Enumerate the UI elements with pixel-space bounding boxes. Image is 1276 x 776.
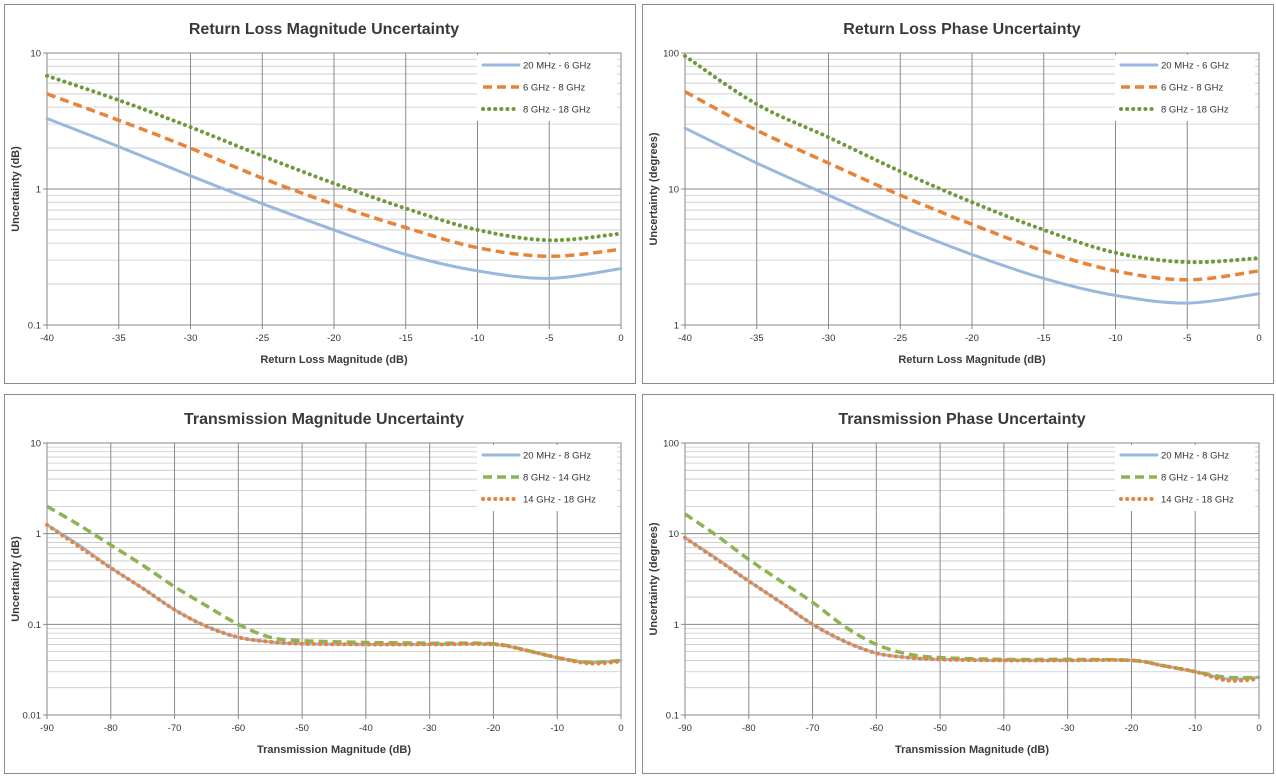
x-tick-label: -30 <box>822 333 836 344</box>
plot-area-border <box>46 52 622 326</box>
legend-label-3: 8 GHz - 18 GHz <box>1161 105 1229 116</box>
x-tick-label: -10 <box>1109 333 1123 344</box>
x-tick-label: -80 <box>742 723 756 734</box>
y-axis-title: Uncertainty (dB) <box>10 146 22 232</box>
y-tick-label: 1 <box>36 185 41 196</box>
series-line-1 <box>683 126 1261 305</box>
x-tick-label: -5 <box>545 333 553 344</box>
x-tick-label: -10 <box>1188 723 1202 734</box>
legend-label-3: 8 GHz - 18 GHz <box>523 105 591 116</box>
x-tick-label: -25 <box>255 333 269 344</box>
x-tick-label: -60 <box>869 723 883 734</box>
x-tick-label: -80 <box>104 723 118 734</box>
plot-area-border <box>684 52 1260 326</box>
x-tick-label: -20 <box>965 333 979 344</box>
x-tick-label: 0 <box>618 333 623 344</box>
y-tick-label: 10 <box>668 185 679 196</box>
plot-area-border <box>46 442 622 716</box>
x-tick-label: -40 <box>40 333 54 344</box>
chart-svg: Transmission Phase Uncertainty 0.1 1 10 100 -… <box>648 411 1262 756</box>
y-tick-label: 0.1 <box>28 321 41 332</box>
y-tick-label: 1 <box>36 529 41 540</box>
x-tick-label: -20 <box>487 723 501 734</box>
x-tick-label: -15 <box>1037 333 1051 344</box>
x-tick-label: -35 <box>112 333 126 344</box>
legend-label-2: 8 GHz - 14 GHz <box>523 473 591 484</box>
chart-title: Return Loss Magnitude Uncertainty <box>189 21 459 38</box>
x-tick-label: -10 <box>471 333 485 344</box>
x-tick-label: -30 <box>184 333 198 344</box>
chart-panel-transmission-magnitude: Transmission Magnitude Uncertainty 0.01 0.… <box>4 394 636 774</box>
x-tick-label: -30 <box>423 723 437 734</box>
x-tick-label: -25 <box>893 333 907 344</box>
chart-title: Return Loss Phase Uncertainty <box>843 21 1081 38</box>
series-line-3 <box>45 73 623 243</box>
y-tick-label: 10 <box>30 439 41 450</box>
x-tick-label: -5 <box>1183 333 1191 344</box>
y-tick-label: 1 <box>674 321 679 332</box>
series-line-2 <box>46 504 622 665</box>
legend-label-1: 20 MHz - 6 GHz <box>1161 61 1229 72</box>
y-tick-label: 10 <box>668 529 679 540</box>
x-tick-label: -70 <box>806 723 820 734</box>
y-tick-label: 10 <box>30 49 41 60</box>
x-tick-label: 0 <box>618 723 623 734</box>
y-tick-label: 100 <box>663 49 679 60</box>
x-tick-label: -60 <box>231 723 245 734</box>
series-line-1 <box>45 117 623 280</box>
y-axis-title: Uncertainty (degrees) <box>648 132 660 245</box>
legend-label-1: 20 MHz - 8 GHz <box>523 451 591 462</box>
x-tick-label: -40 <box>997 723 1011 734</box>
series-line-2 <box>683 512 1260 680</box>
x-tick-label: -90 <box>40 723 54 734</box>
chart-title: Transmission Phase Uncertainty <box>838 411 1085 428</box>
y-tick-label: 0.1 <box>666 711 679 722</box>
x-tick-label: 0 <box>1256 333 1261 344</box>
x-axis-title: Transmission Magnitude (dB) <box>895 744 1049 756</box>
chart-panel-transmission-phase: Transmission Phase Uncertainty 0.1 1 10 100 -… <box>642 394 1274 774</box>
x-tick-label: -10 <box>550 723 564 734</box>
series-line-2 <box>684 90 1260 282</box>
x-tick-label: -50 <box>933 723 947 734</box>
y-tick-label: 0.1 <box>28 620 41 631</box>
x-axis-title: Transmission Magnitude (dB) <box>257 744 411 756</box>
x-tick-label: -70 <box>168 723 182 734</box>
x-tick-label: -90 <box>678 723 692 734</box>
y-tick-label: 1 <box>674 620 679 631</box>
series-line-3 <box>45 522 623 666</box>
chart-svg: Return Loss Magnitude Uncertainty 0.1 1 10 -… <box>10 21 624 366</box>
x-axis-title: Return Loss Magnitude (dB) <box>898 354 1046 366</box>
series-line-3 <box>683 54 1261 265</box>
y-axis-title: Uncertainty (dB) <box>10 536 22 622</box>
y-axis-title: Uncertainty (degrees) <box>648 522 660 635</box>
x-tick-label: -40 <box>678 333 692 344</box>
series-line-2 <box>46 92 622 259</box>
x-tick-label: -20 <box>1125 723 1139 734</box>
x-tick-label: -30 <box>1061 723 1075 734</box>
series-line-3 <box>683 535 1261 683</box>
x-tick-label: -40 <box>359 723 373 734</box>
x-tick-label: -50 <box>295 723 309 734</box>
chart-panel-return-loss-phase: Return Loss Phase Uncertainty 1 10 100 -40 -3… <box>642 4 1274 384</box>
x-tick-label: -20 <box>327 333 341 344</box>
plot-area-border <box>684 442 1260 716</box>
x-tick-label: -35 <box>750 333 764 344</box>
x-tick-label: 0 <box>1256 723 1261 734</box>
legend-label-3: 14 GHz - 18 GHz <box>1161 495 1234 506</box>
x-tick-label: -15 <box>399 333 413 344</box>
chart-panel-return-loss-magnitude: Return Loss Magnitude Uncertainty 0.1 1 10 -… <box>4 4 636 384</box>
legend-label-3: 14 GHz - 18 GHz <box>523 495 596 506</box>
y-tick-label: 0.01 <box>23 711 42 722</box>
chart-svg: Transmission Magnitude Uncertainty 0.01 0.… <box>10 411 624 756</box>
x-axis-title: Return Loss Magnitude (dB) <box>260 354 408 366</box>
legend-label-2: 8 GHz - 14 GHz <box>1161 473 1229 484</box>
legend-label-2: 6 GHz - 8 GHz <box>523 83 586 94</box>
chart-title: Transmission Magnitude Uncertainty <box>184 411 464 428</box>
y-tick-label: 100 <box>663 439 679 450</box>
chart-svg: Return Loss Phase Uncertainty 1 10 100 -40 -3… <box>648 21 1262 366</box>
legend-label-1: 20 MHz - 6 GHz <box>523 61 591 72</box>
legend-label-1: 20 MHz - 8 GHz <box>1161 451 1229 462</box>
legend-label-2: 6 GHz - 8 GHz <box>1161 83 1224 94</box>
